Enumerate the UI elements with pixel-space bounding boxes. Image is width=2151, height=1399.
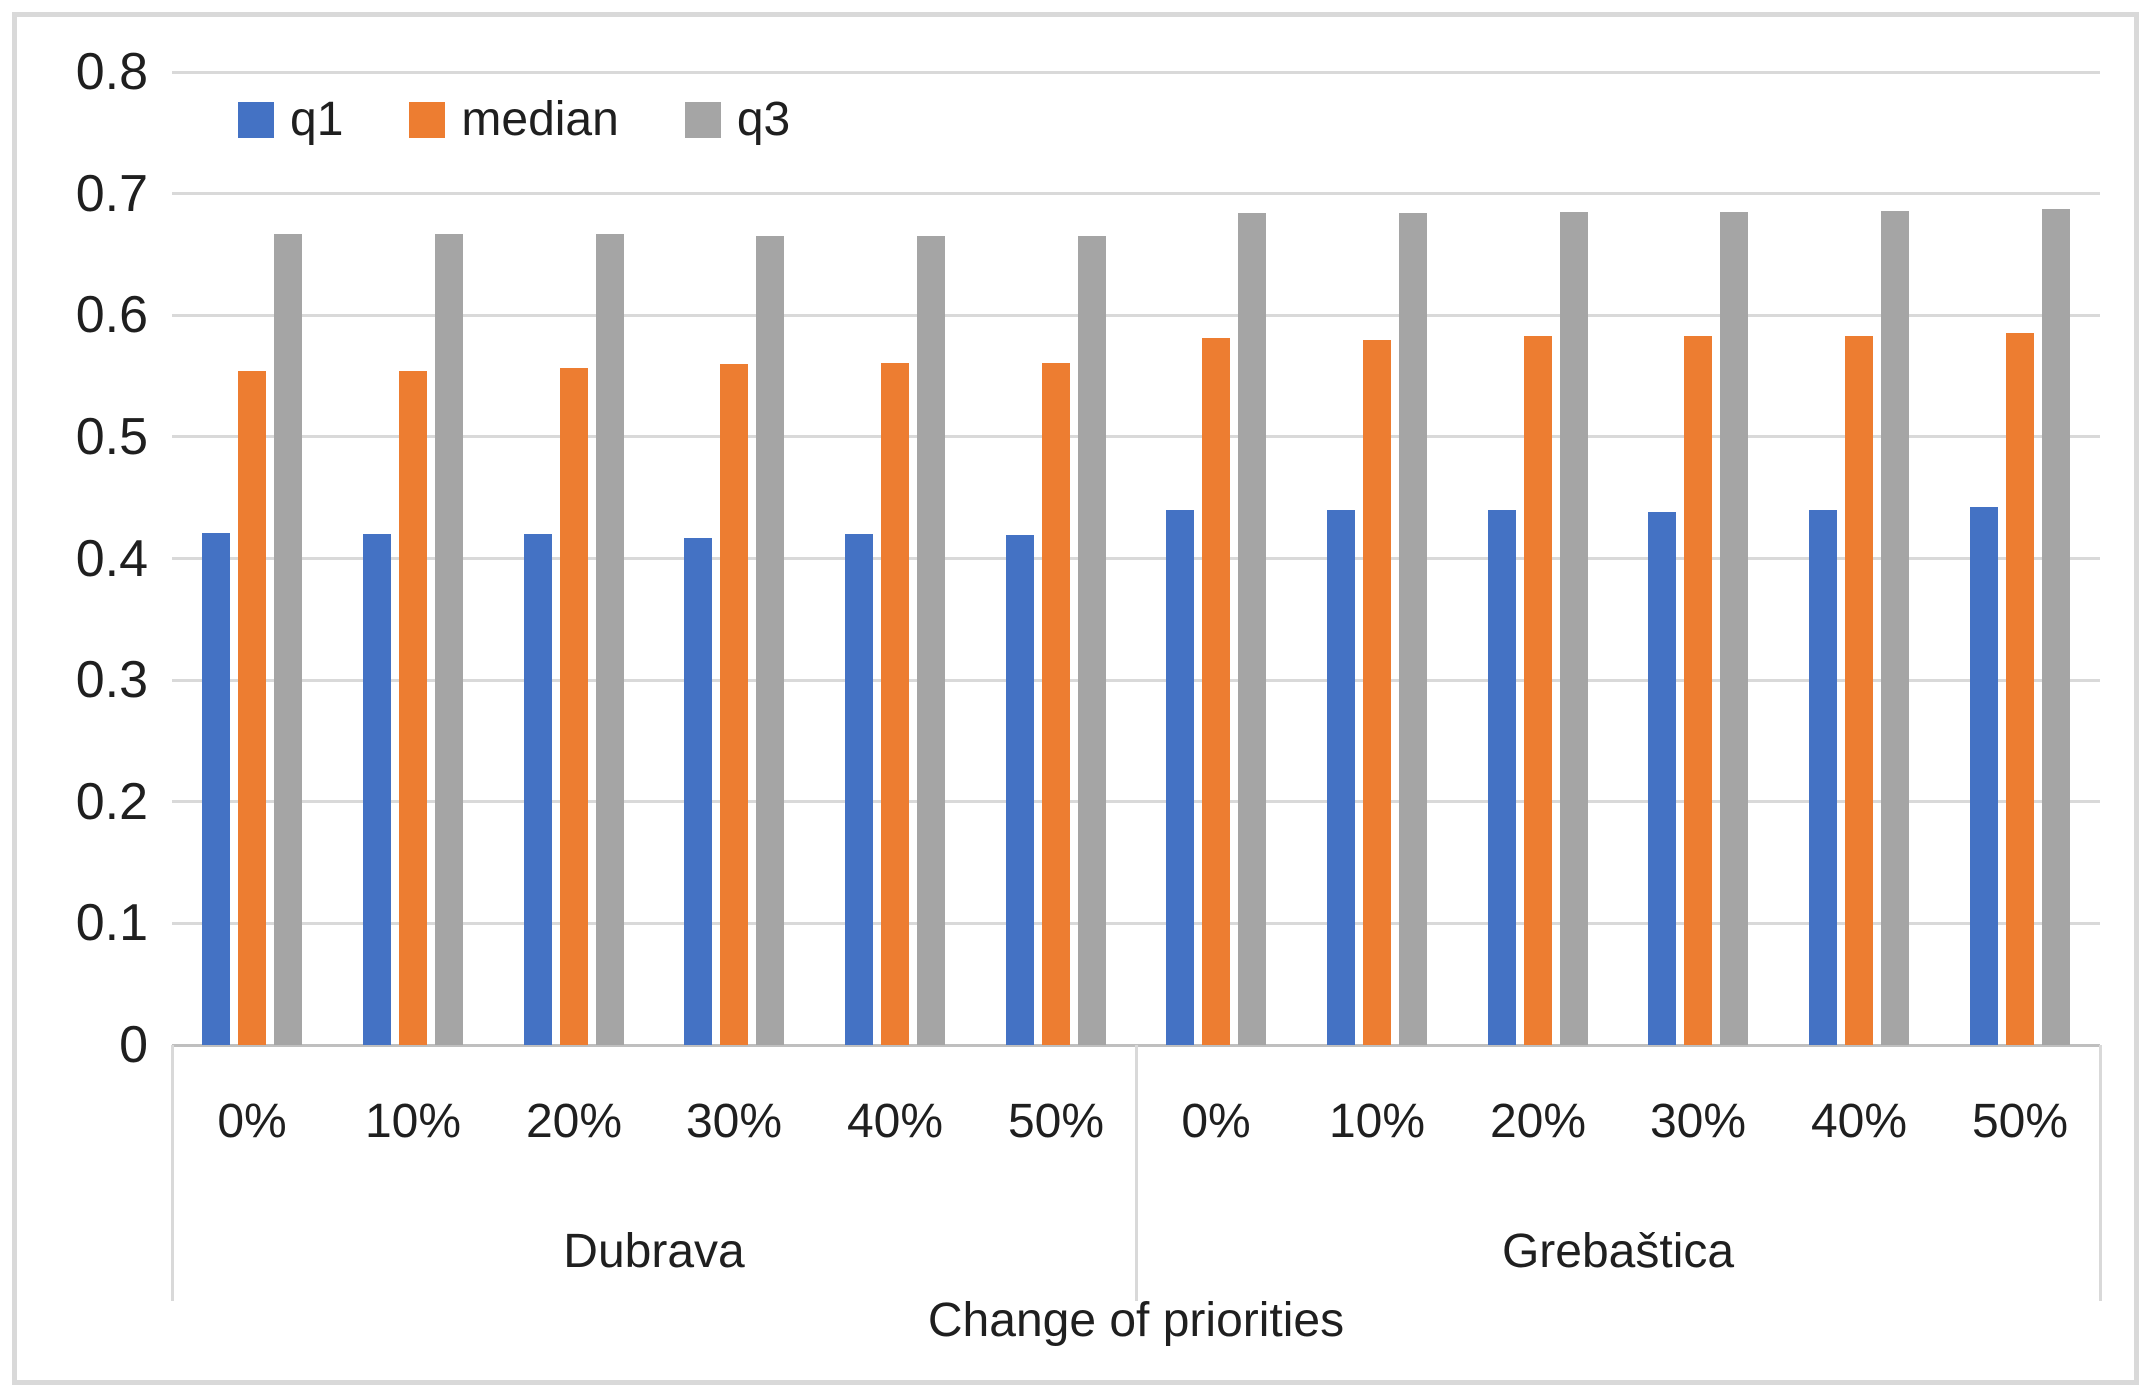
y-tick-label: 0.4 [75, 530, 148, 588]
bar-q1 [1970, 507, 1998, 1045]
y-tick-label: 0.6 [75, 286, 148, 344]
bar-median [1845, 336, 1873, 1045]
bar-q3 [2042, 209, 2070, 1045]
bar-median [1202, 338, 1230, 1045]
x-category-label: 30% [1649, 1095, 1747, 1148]
category-axis-separator [1135, 1045, 1138, 1301]
y-gridline [172, 314, 2100, 317]
bar-q3 [274, 234, 302, 1045]
legend-label: median [461, 93, 619, 146]
y-tick-label: 0.1 [75, 894, 148, 952]
bar-q1 [524, 534, 552, 1045]
bar-q3 [1399, 213, 1427, 1045]
bar-median [1684, 336, 1712, 1045]
y-tick-label: 0.2 [75, 773, 148, 831]
y-tick-label: 0.5 [75, 408, 148, 466]
category-axis-separator [171, 1045, 174, 1301]
x-category-label: 40% [1810, 1095, 1908, 1148]
x-category-label: 0% [217, 1095, 287, 1148]
bar-q3 [1238, 213, 1266, 1045]
y-tick-label: 0 [119, 1016, 148, 1074]
bar-q3 [917, 236, 945, 1045]
x-category-label: 50% [1971, 1095, 2069, 1148]
bar-q3 [1720, 212, 1748, 1045]
x-category-label: 10% [364, 1095, 462, 1148]
legend: q1 median q3 [238, 96, 790, 144]
legend-label: q1 [290, 93, 344, 146]
bar-median [560, 368, 588, 1045]
y-tick-label: 0.3 [75, 651, 148, 709]
x-category-label: 10% [1328, 1095, 1426, 1148]
y-gridline [172, 435, 2100, 438]
bar-q1 [684, 538, 712, 1045]
x-axis-title: Change of priorities [927, 1294, 1345, 1347]
bar-q3 [1881, 211, 1909, 1045]
x-category-label: 50% [1007, 1095, 1105, 1148]
y-gridline [172, 922, 2100, 925]
legend-item: median [409, 93, 619, 146]
legend-label: q3 [736, 93, 791, 146]
legend-item: q3 [684, 93, 791, 146]
category-axis-separator [2099, 1045, 2102, 1301]
bar-median [1042, 363, 1070, 1045]
bar-median [1524, 336, 1552, 1045]
legend-swatch-icon [409, 102, 446, 138]
y-tick-label: 0.7 [75, 165, 148, 223]
x-group-label: Dubrava [563, 1225, 745, 1278]
x-category-label: 40% [846, 1095, 944, 1148]
bar-median [881, 363, 909, 1045]
legend-swatch-icon [238, 102, 274, 138]
bar-median [2006, 333, 2034, 1045]
y-tick-label: 0.8 [75, 43, 148, 101]
bar-q3 [435, 234, 463, 1045]
legend-item: q1 [238, 96, 343, 144]
y-gridline [172, 800, 2100, 803]
bar-q3 [1560, 212, 1588, 1045]
bar-q1 [1488, 510, 1516, 1045]
legend-swatch-icon [684, 102, 721, 138]
bar-q1 [1648, 512, 1676, 1045]
y-gridline [172, 192, 2100, 195]
x-group-label: Grebaštica [1501, 1225, 1735, 1278]
bar-q1 [1327, 510, 1355, 1045]
x-category-label: 30% [685, 1095, 783, 1148]
bar-q1 [202, 533, 230, 1045]
y-gridline [172, 679, 2100, 682]
bar-q1 [845, 534, 873, 1045]
bar-q3 [756, 236, 784, 1045]
y-gridline [172, 557, 2100, 560]
bar-median [238, 371, 266, 1045]
bar-q1 [1166, 510, 1194, 1045]
bar-q1 [1006, 535, 1034, 1045]
bar-q3 [596, 234, 624, 1045]
bar-median [399, 371, 427, 1045]
bar-q3 [1078, 236, 1106, 1045]
bar-q1 [363, 534, 391, 1045]
bar-median [1363, 340, 1391, 1045]
bar-median [720, 364, 748, 1045]
x-category-label: 20% [525, 1095, 623, 1148]
x-category-label: 0% [1181, 1095, 1251, 1148]
chart-frame [12, 12, 2139, 1385]
y-gridline [172, 71, 2100, 74]
bar-q1 [1809, 510, 1837, 1045]
x-category-label: 20% [1489, 1095, 1587, 1148]
